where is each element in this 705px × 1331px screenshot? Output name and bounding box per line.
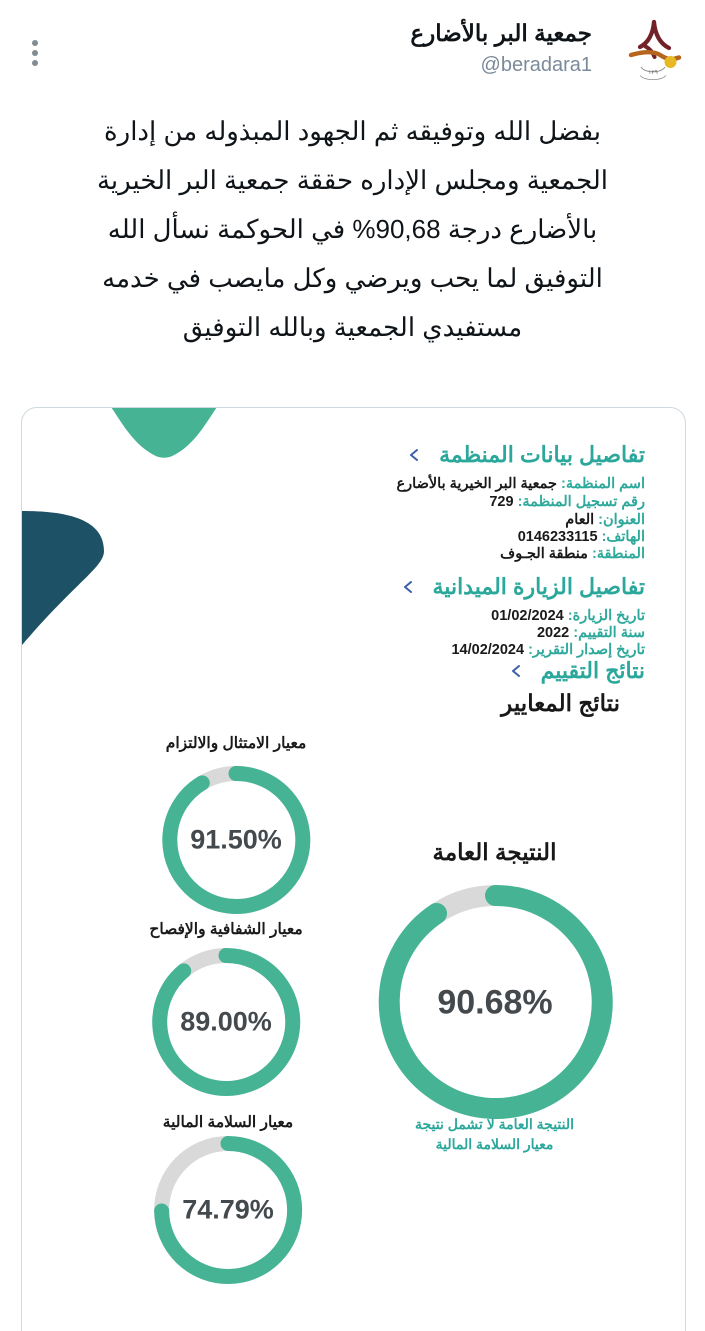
svg-text:١٢٩: ١٢٩ bbox=[648, 70, 658, 76]
